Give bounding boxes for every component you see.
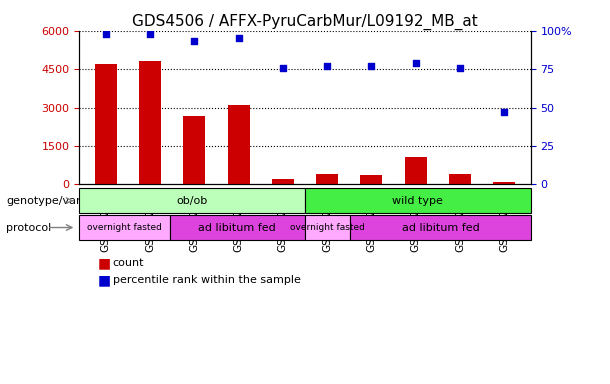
- Point: [367, 63, 376, 69]
- Point: [322, 63, 332, 69]
- Text: ■: ■: [98, 273, 111, 287]
- Text: GDS4506 / AFFX-PyruCarbMur/L09192_MB_at: GDS4506 / AFFX-PyruCarbMur/L09192_MB_at: [132, 13, 478, 30]
- Bar: [404, 157, 427, 184]
- Bar: [493, 182, 515, 184]
- Text: ob/ob: ob/ob: [176, 195, 208, 206]
- Bar: [449, 174, 471, 184]
- Text: percentile rank within the sample: percentile rank within the sample: [113, 275, 301, 285]
- Point: [278, 65, 288, 71]
- Bar: [139, 61, 161, 184]
- Text: ad libitum fed: ad libitum fed: [401, 222, 479, 233]
- Bar: [361, 175, 382, 184]
- Point: [101, 31, 111, 37]
- Text: genotype/variation: genotype/variation: [6, 195, 112, 206]
- Text: ■: ■: [98, 256, 111, 270]
- Bar: [316, 174, 338, 184]
- Point: [145, 31, 155, 37]
- Point: [411, 60, 420, 66]
- Bar: [272, 179, 294, 184]
- Point: [234, 35, 243, 41]
- Point: [455, 65, 465, 71]
- Text: overnight fasted: overnight fasted: [87, 223, 162, 232]
- Text: protocol: protocol: [6, 222, 51, 233]
- Text: ad libitum fed: ad libitum fed: [198, 222, 276, 233]
- Text: overnight fasted: overnight fasted: [290, 223, 365, 232]
- Point: [190, 38, 199, 45]
- Bar: [183, 116, 206, 184]
- Text: wild type: wild type: [392, 195, 443, 206]
- Bar: [228, 105, 249, 184]
- Bar: [95, 64, 117, 184]
- Text: count: count: [113, 258, 145, 268]
- Point: [499, 109, 509, 115]
